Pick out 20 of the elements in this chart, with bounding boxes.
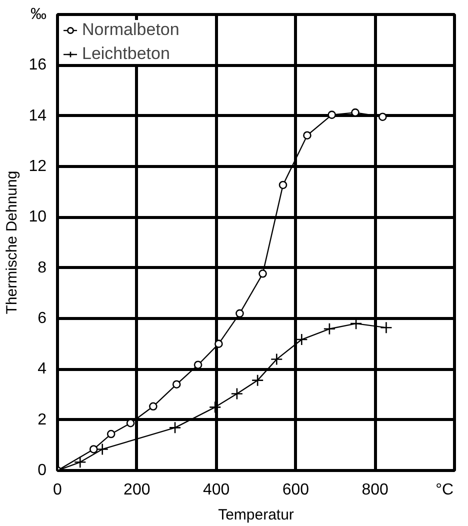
x-tick-label: 800 [362,482,389,498]
y-tick-label: 8 [38,259,47,276]
y-tick-label: 0 [38,462,47,479]
legend-label: Normalbeton [82,20,180,40]
y-tick-label: 4 [38,360,47,378]
y-tick-label: 10 [28,208,47,226]
x-tick-label: 400 [202,482,230,498]
x-tick-label: 0 [53,482,62,498]
y-axis-title: Thermische Dehnung [4,170,21,314]
y-tick-label: 6 [38,310,47,327]
y-tick-label: 14 [28,107,47,124]
legend-label: Leichtbeton [82,44,170,64]
y-tick-label: 12 [28,158,47,175]
y-tick-label: 16 [28,56,47,74]
y-tick-label: 2 [38,411,47,428]
x-axis-title: Temperatur [218,506,294,524]
x-tick-label: 600 [282,482,310,498]
x-tick-label: 200 [124,482,150,498]
y-tick-label: ‰ [30,6,46,23]
x-tick-label: °C [436,482,454,498]
